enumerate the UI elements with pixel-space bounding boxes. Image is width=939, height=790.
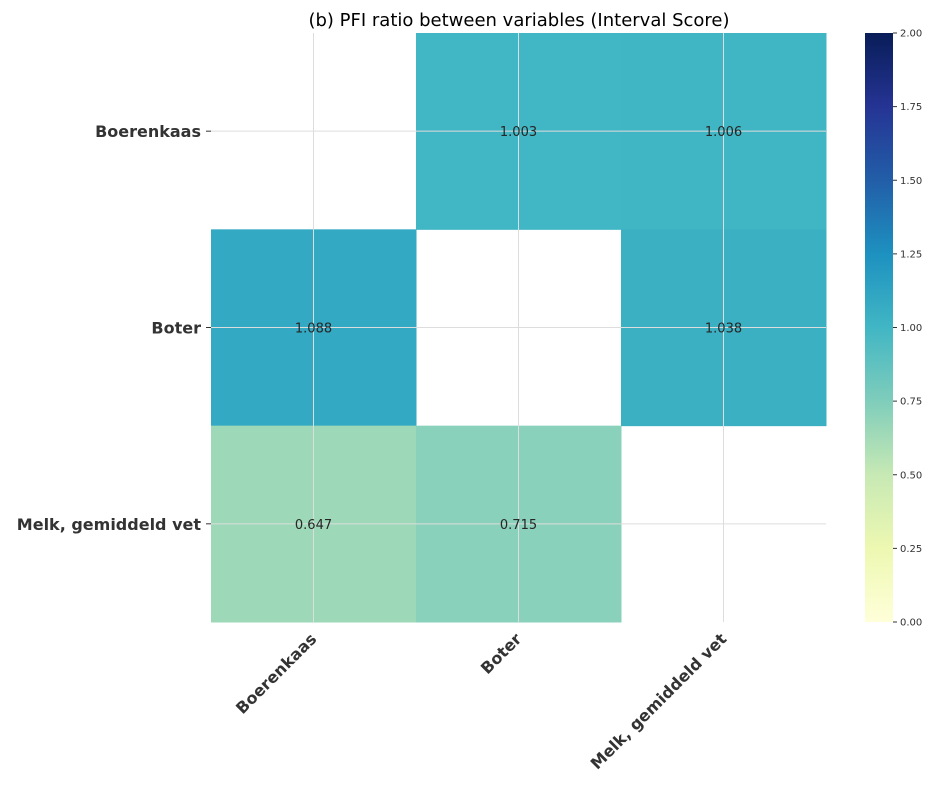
- colorbar-tick-label: 0.00: [900, 618, 922, 629]
- cell-value-label: 1.006: [705, 125, 742, 140]
- colorbar-tick-label: 1.75: [900, 102, 922, 113]
- colorbar-tick-label: 2.00: [900, 29, 922, 40]
- x-tick-label: Melk, gemiddeld vet: [587, 629, 731, 773]
- cell-value-label: 1.038: [705, 321, 742, 336]
- x-tick-label: Boerenkaas: [232, 629, 320, 717]
- colorbar-tick-label: 0.50: [900, 470, 922, 481]
- y-tick-label: Melk, gemiddeld vet: [17, 515, 202, 534]
- cell-value-label: 0.715: [500, 518, 537, 533]
- gridlines: [211, 33, 826, 622]
- colorbar: 0.00 0.25 0.50 0.75 1.00 1.25 1.50 1.75 2.00: [865, 29, 922, 629]
- colorbar-tick-label: 0.25: [900, 544, 922, 555]
- colorbar-tick-label: 0.75: [900, 397, 922, 408]
- cell-value-label: 0.647: [295, 518, 332, 533]
- chart-title: (b) PFI ratio between variables (Interva…: [308, 10, 729, 31]
- cell-value-label: 1.003: [500, 125, 537, 140]
- x-axis-ticks: Boerenkaas Boter Melk, gemiddeld vet: [232, 629, 731, 773]
- y-tick-label: Boter: [151, 318, 201, 337]
- colorbar-tick-label: 1.00: [900, 323, 922, 334]
- colorbar-tick-label: 1.25: [900, 249, 922, 260]
- cell-value-label: 1.088: [295, 321, 332, 336]
- x-tick-label: Boter: [477, 629, 526, 678]
- y-tick-label: Boerenkaas: [95, 122, 201, 141]
- cell-value-labels: 1.003 1.006 1.088 1.038 0.647 0.715: [295, 125, 742, 533]
- colorbar-ticks: 0.00 0.25 0.50 0.75 1.00 1.25 1.50 1.75 2.00: [893, 29, 922, 629]
- colorbar-gradient: [865, 33, 893, 622]
- y-axis-ticks: Boerenkaas Boter Melk, gemiddeld vet: [17, 122, 211, 534]
- colorbar-tick-label: 1.50: [900, 176, 922, 187]
